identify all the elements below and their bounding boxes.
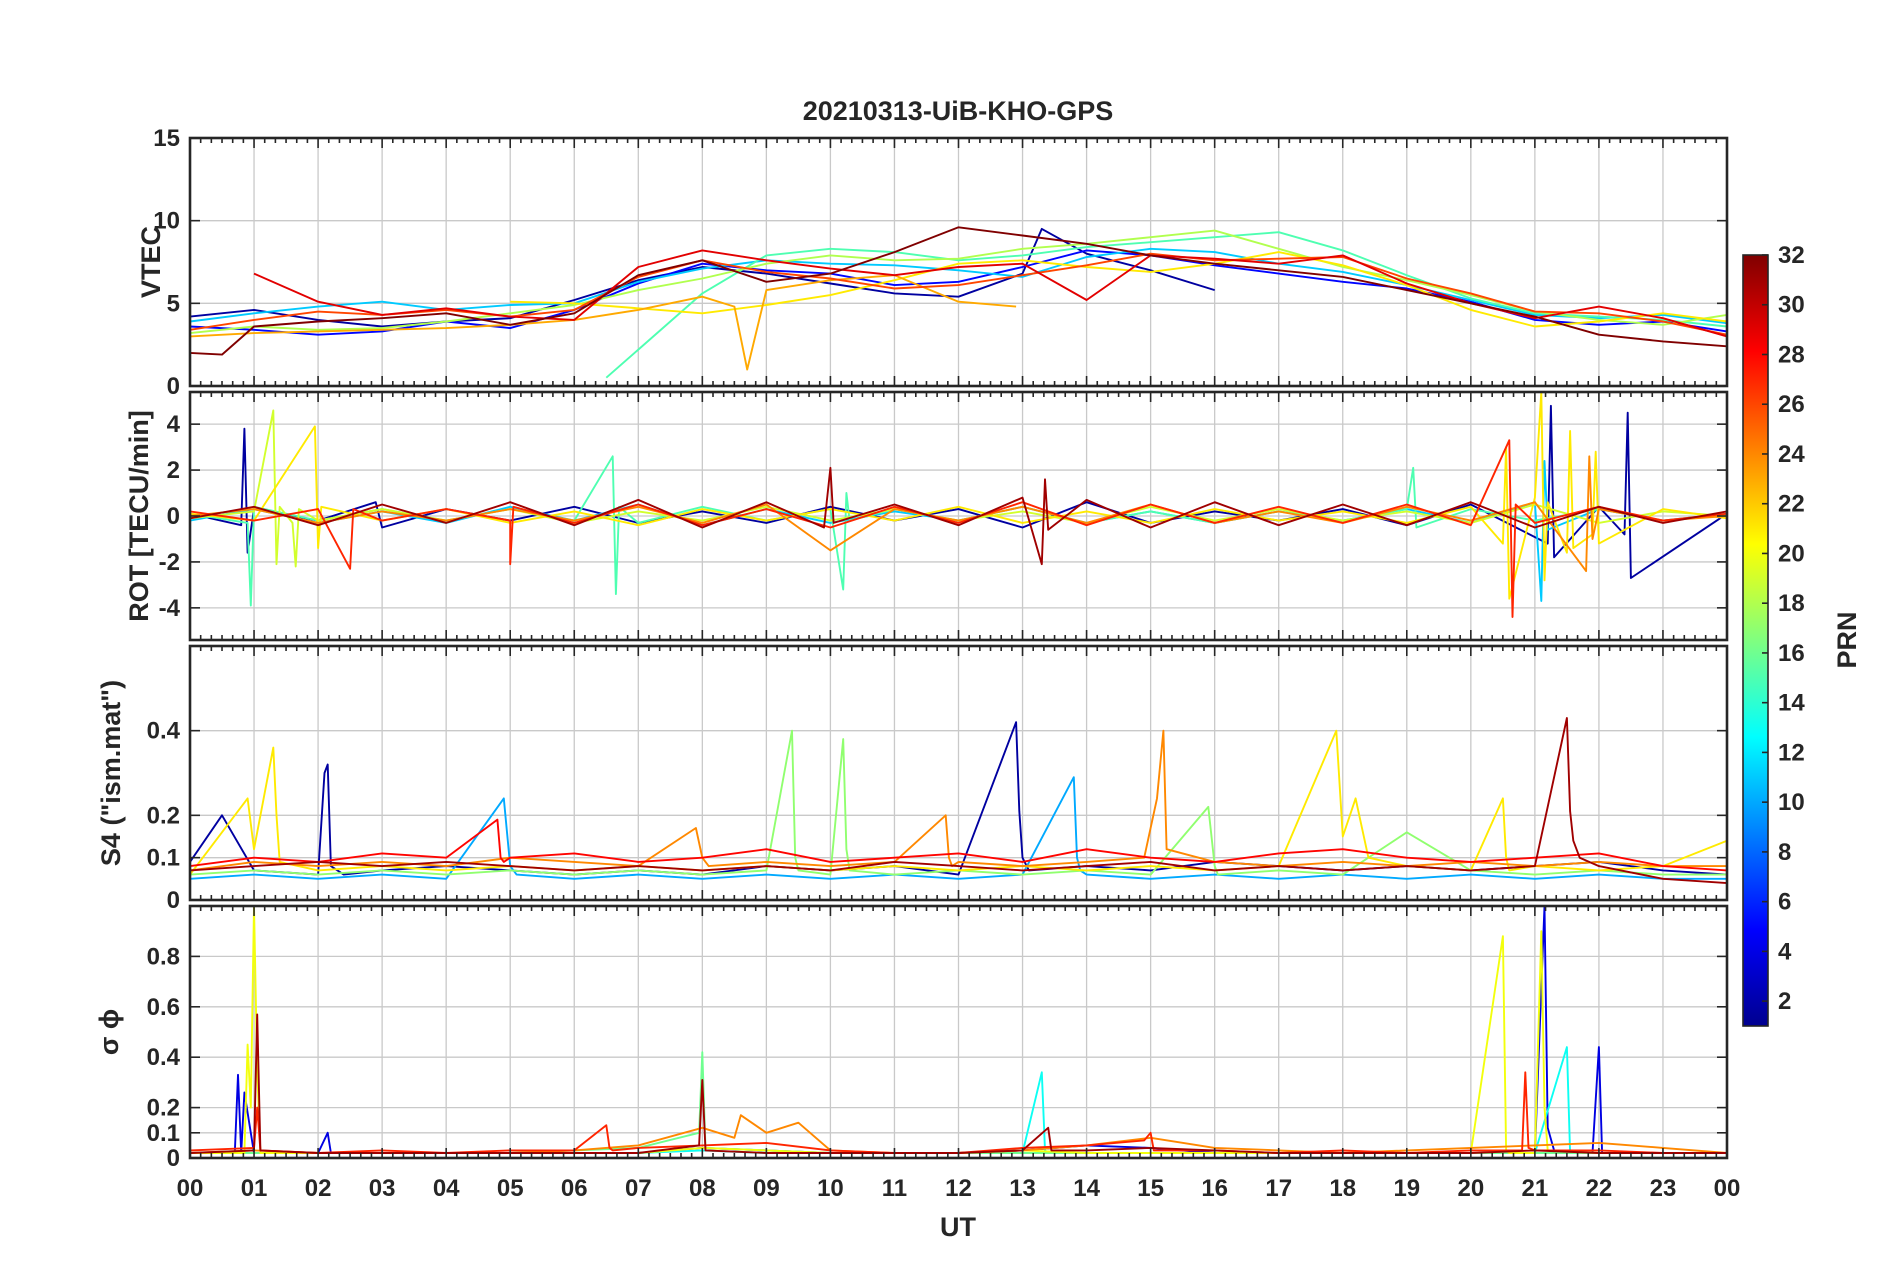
y-tick-label: 10 — [153, 208, 180, 235]
x-tick-label: 13 — [1009, 1175, 1036, 1202]
y-tick-label: 0.8 — [147, 943, 180, 970]
x-tick-label: 01 — [241, 1175, 268, 1202]
y-tick-label: 0.6 — [147, 994, 180, 1021]
series-line-prn-10 — [190, 776, 1727, 880]
y-axis-label: σ ϕ — [94, 1009, 124, 1055]
x-tick-label: 23 — [1650, 1175, 1677, 1202]
y-tick-label: 0 — [167, 1145, 180, 1172]
colorbar-tick-label: 8 — [1778, 839, 1791, 866]
x-tick-label: 05 — [497, 1175, 524, 1202]
colorbar-tick-label: 18 — [1778, 590, 1805, 617]
colorbar-tick-label: 22 — [1778, 491, 1805, 518]
y-tick-label: 0.1 — [147, 1120, 180, 1147]
series-line-prn-31 — [190, 466, 1727, 566]
series-group — [190, 226, 1727, 379]
y-tick-label: 0 — [167, 887, 180, 914]
colorbar-tick-label: 10 — [1778, 789, 1805, 816]
panel-4: 00.10.2 0.4 0.6 0.8 σ ϕ — [94, 904, 1729, 1172]
x-tick-label: 07 — [625, 1175, 652, 1202]
series-line-prn-18 — [190, 229, 1727, 335]
panel-2: -4 -2 0 2 4 ROT [TECU/min] — [124, 390, 1729, 642]
colorbar-tick-label: 26 — [1778, 391, 1805, 418]
series-group — [190, 717, 1727, 885]
x-tick-label: 19 — [1393, 1175, 1420, 1202]
series-line-prn-15 — [605, 231, 1727, 379]
y-tick-label: 0.2 — [147, 802, 180, 829]
series-line-prn-32 — [190, 226, 1727, 356]
y-tick-label: 15 — [153, 125, 180, 152]
x-tick-label: 04 — [433, 1175, 460, 1202]
series-group — [190, 392, 1727, 618]
x-tick-label: 21 — [1522, 1175, 1549, 1202]
series-line-prn-19 — [190, 409, 1727, 568]
y-tick-label: 0 — [167, 373, 180, 400]
x-axis-label: UT — [940, 1212, 976, 1242]
y-tick-label: 0.2 — [147, 1095, 180, 1122]
series-line-prn-28 — [190, 818, 1727, 872]
colorbar-tick-label: 28 — [1778, 341, 1805, 368]
x-tick-label: 12 — [945, 1175, 972, 1202]
series-line-prn-23 — [190, 274, 1017, 371]
colorbar-tick-label: 20 — [1778, 540, 1805, 567]
colorbar-tick-label: 32 — [1778, 242, 1805, 269]
x-tick-label: 20 — [1457, 1175, 1484, 1202]
x-tick-label: 22 — [1586, 1175, 1613, 1202]
x-tick-label: 00 — [177, 1175, 204, 1202]
colorbar-tick-label: 6 — [1778, 889, 1791, 916]
x-axis: 00 01 02 03 04 05 06 07 08 09 10 11 12 13 14 15 16 17 18 19… — [177, 1175, 1741, 1202]
y-tick-label: 0.4 — [147, 1044, 181, 1071]
x-tick-label: 03 — [369, 1175, 396, 1202]
x-tick-label: 09 — [753, 1175, 780, 1202]
colorbar-tick-label: 2 — [1778, 988, 1791, 1015]
x-tick-label: 18 — [1329, 1175, 1356, 1202]
x-tick-label: 15 — [1137, 1175, 1164, 1202]
colorbar-label: PRN — [1832, 611, 1862, 668]
series-line-prn-21 — [510, 251, 1727, 328]
x-tick-label: 10 — [817, 1175, 844, 1202]
colorbar-tick-label: 24 — [1778, 441, 1805, 468]
y-tick-label: 0.4 — [147, 718, 181, 745]
colorbar-tick-label: 4 — [1778, 938, 1792, 965]
y-tick-label: -2 — [159, 549, 180, 576]
y-tick-label: 0.1 — [147, 845, 180, 872]
y-tick-label: 0 — [167, 503, 180, 530]
colorbar-tick-label: 12 — [1778, 739, 1805, 766]
colorbar-tick-label: 14 — [1778, 690, 1805, 717]
x-tick-label: 14 — [1073, 1175, 1100, 1202]
series-line-prn-17 — [190, 729, 1727, 876]
colorbar-gradient — [1742, 254, 1769, 1027]
panel-3: 0 0.1 0.2 0.4 S4 ("ism.mat") — [96, 644, 1729, 914]
y-axis-label: S4 ("ism.mat") — [96, 680, 126, 866]
y-axis-label: VTEC — [136, 226, 166, 298]
x-tick-label: 08 — [689, 1175, 716, 1202]
y-tick-label: 2 — [167, 457, 180, 484]
x-tick-label: 00 — [1714, 1175, 1741, 1202]
x-tick-label: 16 — [1201, 1175, 1228, 1202]
series-line-prn-26 — [190, 252, 1727, 336]
colorbar-tick-label: 16 — [1778, 640, 1805, 667]
x-tick-label: 17 — [1265, 1175, 1292, 1202]
x-tick-label: 11 — [882, 1175, 907, 1202]
y-tick-label: 4 — [167, 411, 181, 438]
y-axis-label: ROT [TECU/min] — [124, 410, 154, 621]
x-tick-label: 06 — [561, 1175, 588, 1202]
x-tick-label: 02 — [305, 1175, 332, 1202]
chart-title: 20210313-UiB-KHO-GPS — [803, 96, 1114, 126]
series-line-prn-31 — [190, 717, 1727, 885]
series-line-prn-2 — [190, 404, 1727, 579]
y-tick-label: 5 — [167, 290, 180, 317]
colorbar-tick-label: 30 — [1778, 292, 1805, 319]
y-tick-label: -4 — [159, 595, 181, 622]
panel-1: 0 5 10 15 VTEC — [136, 125, 1729, 400]
